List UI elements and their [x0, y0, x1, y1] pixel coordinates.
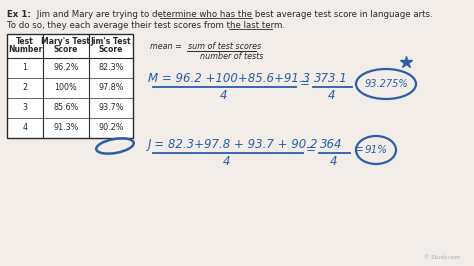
Text: 364: 364 [320, 138, 343, 151]
Text: 93.7%: 93.7% [98, 103, 124, 113]
Text: 4: 4 [330, 155, 337, 168]
Text: Score: Score [99, 45, 123, 55]
Text: Score: Score [54, 45, 78, 55]
Text: To do so, they each average their test scores from the last term.: To do so, they each average their test s… [7, 21, 285, 30]
Text: 4: 4 [223, 155, 230, 168]
Text: Jim's Test: Jim's Test [91, 38, 131, 47]
Text: 100%: 100% [55, 84, 77, 93]
Text: 93.275%: 93.275% [364, 79, 408, 89]
Text: 90.2%: 90.2% [98, 123, 124, 132]
Text: 4: 4 [220, 89, 228, 102]
Text: M = 96.2 +100+85.6+91.3: M = 96.2 +100+85.6+91.3 [148, 72, 310, 85]
Text: =: = [354, 143, 364, 156]
Text: 1: 1 [22, 64, 27, 73]
Text: Test: Test [16, 38, 34, 47]
Text: Number: Number [8, 45, 42, 55]
Text: =: = [300, 77, 310, 90]
Text: Jim and Mary are trying to determine who has the best average test score in lang: Jim and Mary are trying to determine who… [34, 10, 433, 19]
Text: number of tests: number of tests [200, 52, 264, 61]
Text: 2: 2 [22, 84, 27, 93]
Bar [7, 34, 133, 138]
Text: 91.3%: 91.3% [53, 123, 79, 132]
Text: 4: 4 [328, 89, 336, 102]
Text: 96.2%: 96.2% [53, 64, 79, 73]
Text: Ex 1:: Ex 1: [7, 10, 31, 19]
Text: =: = [306, 143, 316, 156]
Text: 373.1: 373.1 [314, 72, 348, 85]
Bar [7, 34, 133, 138]
Text: 97.8%: 97.8% [98, 84, 124, 93]
Text: J = 82.3+97.8 + 93.7 + 90.2: J = 82.3+97.8 + 93.7 + 90.2 [148, 138, 319, 151]
Text: mean =: mean = [150, 42, 182, 51]
Text: 4: 4 [22, 123, 27, 132]
Text: 91%: 91% [365, 145, 388, 155]
Text: 85.6%: 85.6% [53, 103, 79, 113]
Text: 3: 3 [22, 103, 27, 113]
Text: sum of test scores: sum of test scores [188, 42, 261, 51]
Text: 82.3%: 82.3% [98, 64, 124, 73]
Text: © Study.com: © Study.com [424, 254, 460, 260]
Text: Mary's Test: Mary's Test [42, 38, 91, 47]
